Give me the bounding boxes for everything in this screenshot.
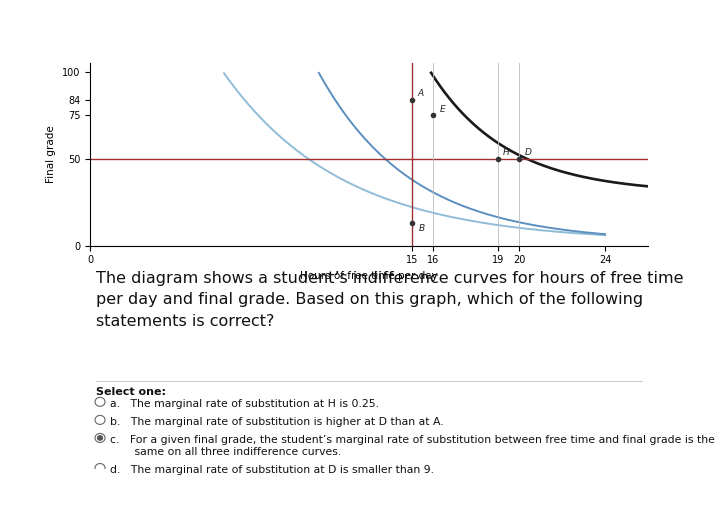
Text: E: E [440, 105, 446, 114]
Text: Select one:: Select one: [96, 387, 166, 397]
Text: c.   For a given final grade, the student’s marginal rate of substitution betwee: c. For a given final grade, the student’… [109, 435, 714, 457]
Text: The diagram shows a student’s indifference curves for hours of free time
per day: The diagram shows a student’s indifferen… [96, 270, 683, 329]
Text: d.   The marginal rate of substitution at D is smaller than 9.: d. The marginal rate of substitution at … [109, 465, 433, 475]
X-axis label: Hours of free time per day: Hours of free time per day [300, 271, 438, 281]
Ellipse shape [97, 435, 103, 441]
Text: H: H [503, 148, 510, 157]
Text: A: A [418, 89, 423, 98]
Text: B: B [418, 225, 425, 233]
Text: D: D [525, 148, 531, 157]
Text: b.   The marginal rate of substitution is higher at D than at A.: b. The marginal rate of substitution is … [109, 417, 443, 427]
Text: a.   The marginal rate of substitution at H is 0.25.: a. The marginal rate of substitution at … [109, 399, 379, 409]
Y-axis label: Final grade: Final grade [46, 125, 56, 183]
